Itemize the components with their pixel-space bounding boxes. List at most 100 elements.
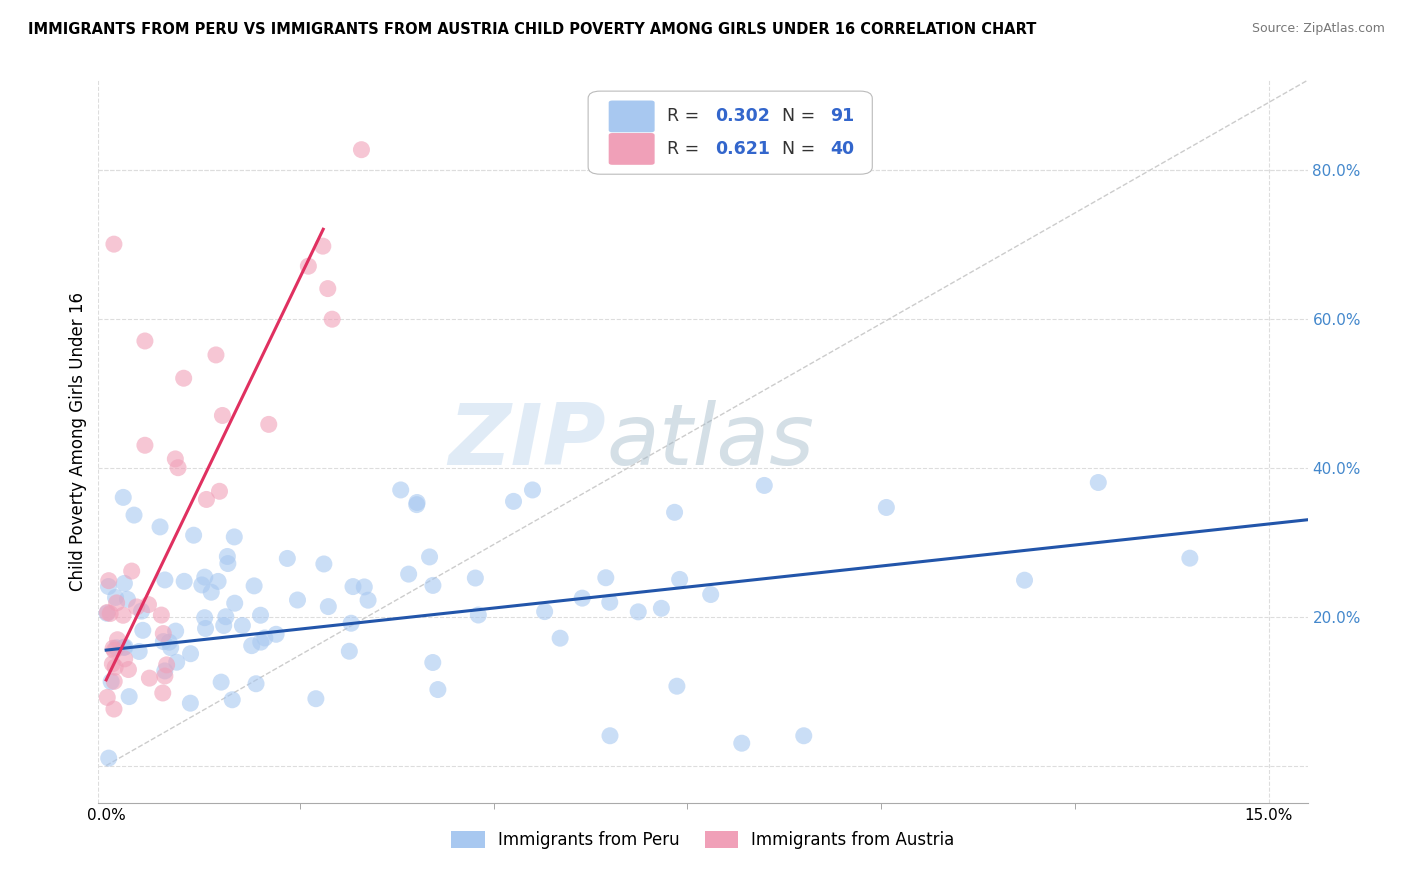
Point: [117, 592, 139, 607]
Point: [96, 607, 118, 621]
Point: [166, 655, 188, 669]
Point: [97, 574, 120, 588]
Point: [121, 564, 143, 578]
Point: [98, 607, 121, 621]
Point: [173, 371, 195, 385]
Point: [217, 549, 239, 564]
Text: N =: N =: [782, 140, 820, 158]
Point: [422, 578, 444, 592]
Point: [318, 599, 340, 614]
Point: [405, 498, 427, 512]
Point: [101, 641, 124, 656]
Point: [342, 580, 364, 594]
Point: [200, 585, 222, 599]
Point: [464, 571, 486, 585]
Point: [112, 640, 135, 655]
Point: [249, 608, 271, 623]
Point: [422, 656, 444, 670]
Point: [668, 573, 690, 587]
Point: [114, 652, 136, 666]
Point: [337, 644, 360, 658]
Point: [340, 616, 363, 631]
Point: [183, 528, 205, 542]
Point: [112, 608, 135, 623]
Point: [599, 729, 621, 743]
Point: [533, 605, 555, 619]
Point: [157, 635, 180, 649]
Text: R =: R =: [666, 140, 704, 158]
Point: [664, 505, 686, 519]
Point: [312, 239, 335, 253]
Point: [287, 593, 309, 607]
Point: [153, 669, 176, 683]
Point: [1014, 573, 1036, 587]
Point: [96, 606, 118, 620]
Point: [231, 618, 253, 632]
Point: [104, 660, 127, 674]
Point: [321, 312, 343, 326]
Point: [134, 438, 156, 452]
Text: R =: R =: [666, 107, 704, 126]
Y-axis label: Child Poverty Among Girls Under 16: Child Poverty Among Girls Under 16: [69, 292, 87, 591]
Point: [316, 282, 339, 296]
Point: [150, 608, 173, 623]
Point: [103, 702, 125, 716]
Point: [118, 690, 141, 704]
Point: [754, 478, 776, 492]
Point: [208, 484, 231, 499]
Point: [221, 692, 243, 706]
Point: [571, 591, 593, 606]
Point: [245, 677, 267, 691]
Point: [195, 492, 218, 507]
Point: [224, 596, 246, 610]
Point: [138, 598, 160, 612]
Point: [156, 657, 179, 672]
Point: [112, 576, 135, 591]
Point: [112, 491, 135, 505]
Point: [350, 143, 373, 157]
Point: [599, 595, 621, 609]
Point: [96, 690, 118, 705]
Point: [128, 644, 150, 658]
Point: [253, 631, 276, 645]
Point: [297, 259, 319, 273]
Point: [97, 751, 120, 765]
Point: [105, 596, 128, 610]
Point: [398, 567, 420, 582]
Point: [793, 729, 815, 743]
Point: [194, 610, 217, 624]
Point: [419, 549, 441, 564]
Point: [152, 626, 174, 640]
Point: [165, 624, 187, 639]
Text: N =: N =: [782, 107, 820, 126]
Point: [97, 580, 120, 594]
Point: [101, 657, 124, 671]
Point: [152, 686, 174, 700]
Point: [165, 451, 187, 466]
Point: [167, 460, 190, 475]
Point: [243, 579, 266, 593]
Point: [305, 691, 328, 706]
Text: atlas: atlas: [606, 400, 814, 483]
Point: [276, 551, 298, 566]
Point: [224, 530, 246, 544]
FancyBboxPatch shape: [609, 101, 655, 132]
Point: [138, 671, 160, 685]
Text: IMMIGRANTS FROM PERU VS IMMIGRANTS FROM AUSTRIA CHILD POVERTY AMONG GIRLS UNDER : IMMIGRANTS FROM PERU VS IMMIGRANTS FROM …: [28, 22, 1036, 37]
Point: [100, 674, 122, 689]
Point: [212, 618, 235, 632]
Point: [240, 639, 263, 653]
Point: [149, 520, 172, 534]
Point: [665, 679, 688, 693]
Point: [357, 593, 380, 607]
Point: [159, 640, 181, 655]
Point: [353, 580, 375, 594]
Point: [522, 483, 544, 497]
Legend: Immigrants from Peru, Immigrants from Austria: Immigrants from Peru, Immigrants from Au…: [444, 824, 962, 856]
Point: [467, 607, 489, 622]
Point: [406, 495, 429, 509]
Point: [104, 591, 127, 605]
Point: [205, 348, 228, 362]
Point: [105, 640, 128, 655]
Point: [153, 573, 176, 587]
